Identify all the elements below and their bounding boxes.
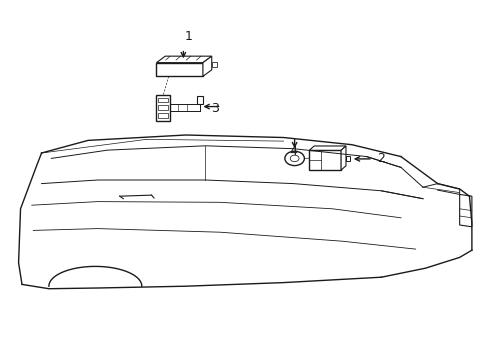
Text: 4: 4: [289, 145, 297, 158]
Polygon shape: [341, 146, 346, 170]
Bar: [196, 96, 203, 104]
Bar: [158, 113, 168, 118]
Circle shape: [290, 155, 299, 162]
Bar: [211, 62, 216, 67]
Text: 2: 2: [377, 152, 385, 165]
Polygon shape: [459, 194, 471, 227]
Bar: [158, 105, 168, 110]
Polygon shape: [203, 56, 211, 76]
Circle shape: [284, 151, 304, 166]
Bar: [309, 150, 341, 170]
Bar: [156, 95, 170, 121]
Polygon shape: [309, 146, 346, 150]
Bar: [346, 156, 349, 161]
Text: 1: 1: [184, 30, 192, 42]
Polygon shape: [156, 56, 211, 63]
FancyBboxPatch shape: [156, 63, 203, 76]
Bar: [158, 98, 168, 102]
Text: 3: 3: [211, 102, 219, 115]
